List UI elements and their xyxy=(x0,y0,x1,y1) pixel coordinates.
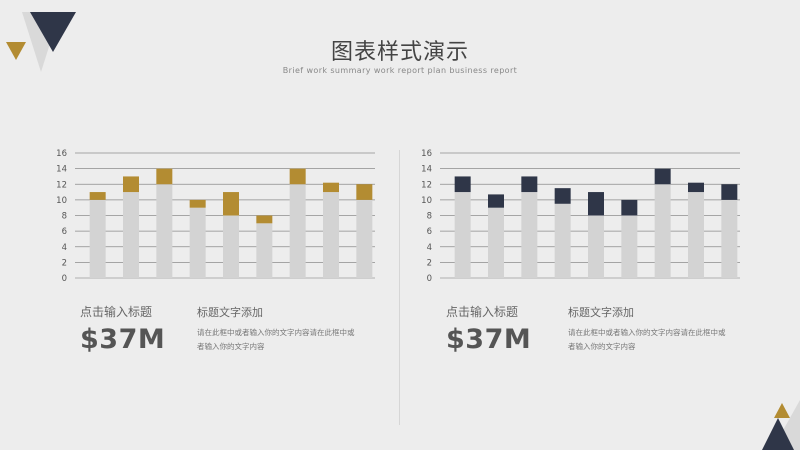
bar-base-segment xyxy=(621,215,638,278)
page-title: 图表样式演示 xyxy=(330,40,469,65)
bar-base-segment xyxy=(454,192,471,278)
y-tick-label: 16 xyxy=(56,149,67,159)
navy-triangle-shape xyxy=(762,418,794,450)
bar-base-segment xyxy=(223,215,239,278)
right-panel-body[interactable]: 请在此框中或者输入你的文字内容请在此框中或者输入你的文字内容 xyxy=(568,328,726,351)
bar-top-segment xyxy=(289,168,306,185)
right-panel-heading[interactable]: 点击输入标题 xyxy=(446,305,519,319)
navy-triangle-shape xyxy=(30,12,76,52)
right-stacked-bar-chart: 0 2 4 6 8 10 12 14 16 xyxy=(421,149,740,284)
bar-base-segment xyxy=(488,207,504,278)
y-tick-label: 16 xyxy=(421,149,432,159)
bar-top-segment xyxy=(621,199,638,216)
right-panel-value: $37M xyxy=(446,324,532,355)
decor-triangles-bottom-right xyxy=(762,400,800,450)
bar-base-segment xyxy=(356,199,373,278)
y-tick-label: 12 xyxy=(56,180,67,190)
y-tick-label: 2 xyxy=(62,258,67,268)
bar-top-segment xyxy=(521,176,538,193)
y-tick-label: 0 xyxy=(62,274,67,284)
bar-top-segment xyxy=(156,168,173,185)
y-tick-label: 10 xyxy=(56,196,67,206)
bar-base-segment xyxy=(588,215,604,278)
y-tick-label: 14 xyxy=(56,165,67,175)
left-panel-value: $37M xyxy=(80,324,166,355)
bar-top-segment xyxy=(688,182,704,193)
bar-base-segment xyxy=(89,199,106,278)
bar-top-segment xyxy=(189,199,206,208)
bar-base-segment xyxy=(323,192,339,278)
bar-base-segment xyxy=(123,192,139,278)
page-subtitle: Brief work summary work report plan busi… xyxy=(282,66,518,75)
y-tick-label: 2 xyxy=(427,258,432,268)
bar-top-segment xyxy=(488,194,504,208)
bar-top-segment xyxy=(89,192,106,200)
bar-base-segment xyxy=(156,184,173,278)
left-panel-heading[interactable]: 点击输入标题 xyxy=(80,305,153,319)
bar-base-segment xyxy=(554,203,571,278)
left-panel-body[interactable]: 请在此框中或者输入你的文字内容请在此框中或者输入你的文字内容 xyxy=(197,328,355,351)
y-tick-label: 6 xyxy=(427,227,432,237)
left-stacked-bar-chart: 0 2 4 6 8 10 12 14 16 xyxy=(56,149,375,284)
y-tick-label: 8 xyxy=(62,212,67,222)
bar-top-segment xyxy=(323,182,339,193)
bar-top-segment xyxy=(123,176,139,193)
bar-top-segment xyxy=(554,188,571,204)
bar-base-segment xyxy=(256,223,273,278)
bar-top-segment xyxy=(223,192,239,216)
right-panel-subheading[interactable]: 标题文字添加 xyxy=(568,306,634,319)
gold-triangle-shape xyxy=(774,403,790,418)
panel-divider xyxy=(399,150,400,425)
bar-top-segment xyxy=(356,184,373,200)
y-tick-label: 10 xyxy=(421,196,432,206)
gold-triangle-shape xyxy=(6,42,26,60)
y-tick-label: 4 xyxy=(62,243,67,253)
bar-base-segment xyxy=(521,192,538,278)
bar-top-segment xyxy=(454,176,471,193)
y-tick-label: 12 xyxy=(421,180,432,190)
bar-base-segment xyxy=(654,184,671,278)
y-tick-label: 6 xyxy=(62,227,67,237)
y-tick-label: 14 xyxy=(421,165,432,175)
bar-top-segment xyxy=(721,184,738,200)
bar-base-segment xyxy=(189,207,206,278)
bar-base-segment xyxy=(721,199,738,278)
left-panel-subheading[interactable]: 标题文字添加 xyxy=(197,306,263,319)
bar-top-segment xyxy=(256,215,273,224)
bar-base-segment xyxy=(289,184,306,278)
y-tick-label: 4 xyxy=(427,243,432,253)
bar-top-segment xyxy=(588,192,604,216)
y-tick-label: 0 xyxy=(427,274,432,284)
bar-base-segment xyxy=(688,192,704,278)
y-tick-label: 8 xyxy=(427,212,432,222)
bar-top-segment xyxy=(654,168,671,185)
decor-triangles-top-left xyxy=(6,12,76,72)
